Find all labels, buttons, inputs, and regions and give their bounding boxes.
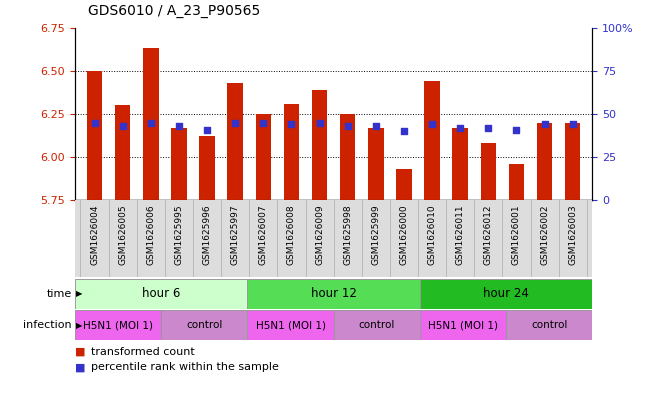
- Text: ■: ■: [75, 347, 85, 357]
- Text: hour 6: hour 6: [142, 287, 180, 300]
- Bar: [368, 128, 383, 200]
- Text: H5N1 (MOI 1): H5N1 (MOI 1): [83, 320, 153, 330]
- Bar: [333, 310, 420, 340]
- Bar: [396, 169, 411, 200]
- Text: ■: ■: [75, 362, 85, 373]
- Text: GSM1626005: GSM1626005: [118, 204, 127, 265]
- Point: [174, 123, 184, 129]
- Text: GSM1626010: GSM1626010: [428, 204, 437, 265]
- Point: [483, 125, 493, 131]
- Text: GSM1626002: GSM1626002: [540, 204, 549, 265]
- Text: GSM1626011: GSM1626011: [456, 204, 465, 265]
- Point: [540, 121, 550, 127]
- Point: [258, 119, 268, 126]
- Bar: [340, 114, 355, 200]
- Point: [286, 121, 297, 127]
- Text: time: time: [46, 289, 72, 299]
- Text: GSM1625995: GSM1625995: [174, 204, 184, 265]
- Point: [455, 125, 465, 131]
- Text: control: control: [359, 320, 395, 330]
- Bar: [312, 90, 327, 200]
- Point: [202, 127, 212, 133]
- Text: transformed count: transformed count: [91, 347, 195, 357]
- Bar: [424, 81, 440, 200]
- Text: GSM1626008: GSM1626008: [287, 204, 296, 265]
- Point: [117, 123, 128, 129]
- Bar: [115, 105, 130, 200]
- Text: control: control: [531, 320, 568, 330]
- Point: [314, 119, 325, 126]
- Text: GSM1626003: GSM1626003: [568, 204, 577, 265]
- Point: [399, 128, 409, 134]
- Bar: [565, 123, 581, 200]
- Text: H5N1 (MOI 1): H5N1 (MOI 1): [428, 320, 498, 330]
- Text: H5N1 (MOI 1): H5N1 (MOI 1): [255, 320, 326, 330]
- Text: GSM1625999: GSM1625999: [371, 204, 380, 265]
- Point: [146, 119, 156, 126]
- Bar: [171, 128, 187, 200]
- Bar: [284, 104, 299, 200]
- Text: GSM1626006: GSM1626006: [146, 204, 156, 265]
- Text: GSM1626009: GSM1626009: [315, 204, 324, 265]
- Text: ▶: ▶: [76, 321, 83, 330]
- Bar: [508, 164, 524, 200]
- Text: GDS6010 / A_23_P90565: GDS6010 / A_23_P90565: [88, 4, 260, 18]
- Bar: [420, 279, 592, 309]
- Text: percentile rank within the sample: percentile rank within the sample: [91, 362, 279, 373]
- Text: hour 24: hour 24: [483, 287, 529, 300]
- Bar: [506, 310, 592, 340]
- Text: GSM1626000: GSM1626000: [400, 204, 408, 265]
- Bar: [247, 310, 333, 340]
- Text: control: control: [186, 320, 223, 330]
- Bar: [75, 310, 161, 340]
- Point: [568, 121, 578, 127]
- Text: GSM1626007: GSM1626007: [259, 204, 268, 265]
- Bar: [256, 114, 271, 200]
- Bar: [480, 143, 496, 200]
- Bar: [87, 71, 102, 200]
- Bar: [537, 123, 552, 200]
- Point: [511, 127, 521, 133]
- Bar: [161, 310, 247, 340]
- Bar: [247, 279, 420, 309]
- Point: [427, 121, 437, 127]
- Bar: [75, 279, 247, 309]
- Text: GSM1625996: GSM1625996: [202, 204, 212, 265]
- Point: [342, 123, 353, 129]
- Text: GSM1625998: GSM1625998: [343, 204, 352, 265]
- Bar: [199, 136, 215, 200]
- Text: GSM1626001: GSM1626001: [512, 204, 521, 265]
- Point: [89, 119, 100, 126]
- Text: GSM1625997: GSM1625997: [230, 204, 240, 265]
- Bar: [227, 83, 243, 200]
- Text: GSM1626004: GSM1626004: [90, 204, 99, 265]
- Bar: [420, 310, 506, 340]
- Point: [230, 119, 240, 126]
- Bar: [452, 128, 468, 200]
- Bar: [143, 48, 159, 200]
- Point: [370, 123, 381, 129]
- Text: GSM1626012: GSM1626012: [484, 204, 493, 265]
- Text: hour 12: hour 12: [311, 287, 357, 300]
- Text: infection: infection: [23, 320, 72, 330]
- Text: ▶: ▶: [76, 289, 83, 298]
